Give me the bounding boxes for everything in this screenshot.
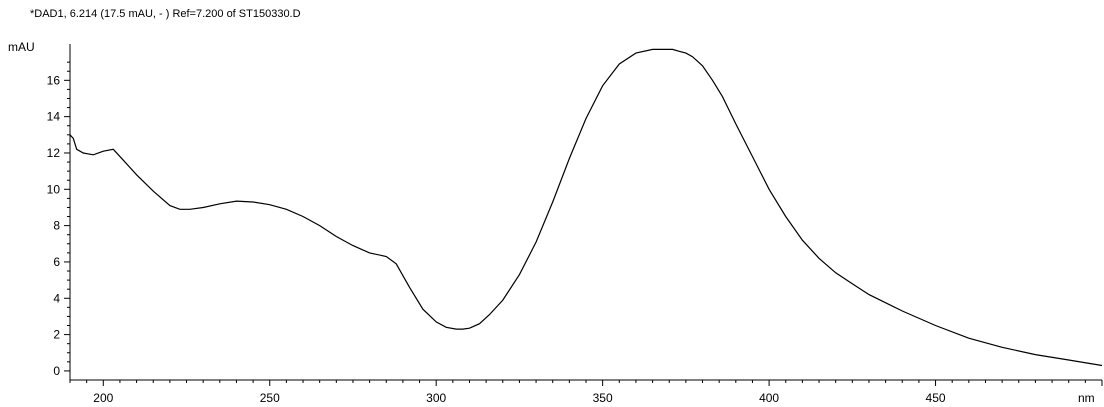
y-tick-label: 2 [53,328,60,342]
y-tick-label: 14 [47,110,61,124]
x-tick-label: 350 [593,391,613,405]
y-tick-label: 0 [53,364,60,378]
y-tick-label: 10 [47,182,61,196]
tick-labels: 0 2 4 6 8 10 12 14 16 200 250 300 350 400 450 [47,73,946,405]
chart-title: *DAD1, 6.214 (17.5 mAU, - ) Ref=7.200 of… [30,8,301,20]
ticks [64,61,1103,386]
y-tick-label: 8 [53,219,60,233]
y-tick-label: 12 [47,146,61,160]
x-tick-label: 300 [426,391,446,405]
x-tick-label: 200 [93,391,113,405]
x-tick-label: 400 [759,391,779,405]
series-line [69,48,1103,367]
y-axis-unit-label: mAU [8,40,35,54]
y-tick-label: 16 [47,73,61,87]
y-tick-label: 6 [53,255,60,269]
x-tick-label: 250 [260,391,280,405]
x-axis-unit-label: nm [1078,391,1095,405]
x-tick-label: 450 [926,391,946,405]
y-tick-label: 4 [53,291,60,305]
